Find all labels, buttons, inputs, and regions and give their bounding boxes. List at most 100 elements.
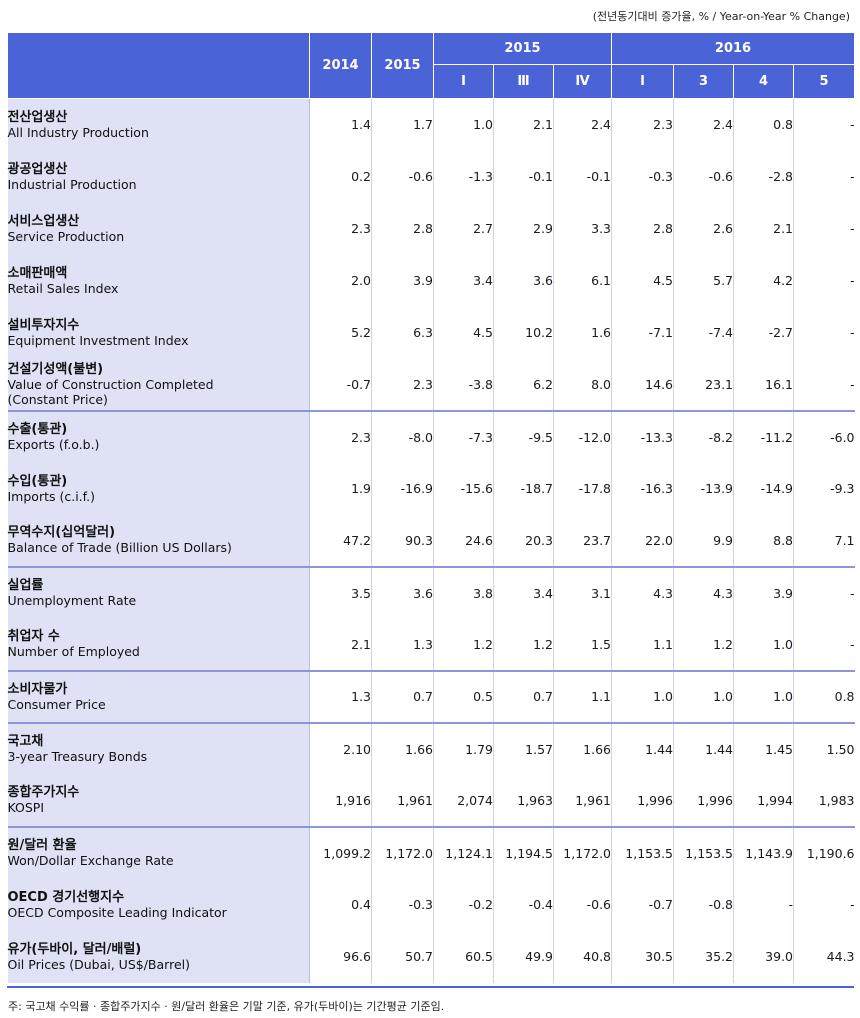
table-cell: 8.8 [733, 514, 795, 568]
table-cell: 1.5 [553, 618, 613, 672]
row-label-english: OECD Composite Leading Indicator [7, 904, 227, 920]
table-cell: 4.3 [611, 566, 675, 619]
table-cell: -0.6 [673, 150, 735, 203]
row-label: 실업률 Unemployment Rate [7, 566, 310, 619]
row-label-korean: 무역수지(십억달러) [7, 525, 116, 540]
table-cell: 1,099.2 [309, 826, 372, 879]
row-label: 국고채 3-year Treasury Bonds [7, 722, 310, 775]
table-cell: 1,996 [611, 774, 675, 828]
table-cell: 49.9 [493, 930, 554, 983]
table-cell: 1,961 [553, 774, 613, 828]
table-cell: - [793, 98, 855, 151]
header-2016-m4: 4 [733, 64, 795, 99]
table-cell: 2.8 [371, 202, 434, 255]
table-cell: 7.1 [793, 514, 855, 568]
row-label-korean: 전산업생산 [7, 109, 68, 125]
table-cell: 22.0 [611, 514, 675, 568]
table-cell: 1.7 [371, 98, 434, 151]
table-cell: 1.45 [733, 722, 795, 775]
table-cell: 20.3 [493, 514, 554, 568]
table-cell: 2.4 [673, 98, 735, 151]
table-cell: 1.44 [611, 722, 675, 775]
table-cell: 1.1 [611, 618, 675, 672]
row-label-korean: 국고채 [7, 734, 44, 749]
table-cell: - [793, 358, 855, 412]
table-cell: 3.4 [433, 254, 494, 307]
table-cell: 1,983 [793, 774, 855, 828]
header-2016-q1: Ⅰ [611, 64, 675, 99]
table-cell: -0.1 [553, 150, 613, 203]
header-2016-m3: 3 [673, 64, 735, 99]
table-cell: 4.5 [433, 306, 494, 359]
header-2016-m5: 5 [793, 64, 856, 99]
row-label-english: Service Production [7, 228, 125, 244]
row-label: 설비투자지수 Equipment Investment Index [7, 306, 310, 359]
row-label-english: Exports (f.o.b.) [7, 437, 100, 452]
table-cell: 60.5 [433, 930, 494, 983]
table-cell: 1.2 [673, 618, 735, 672]
table-cell: -3.8 [433, 358, 494, 412]
table-cell: 3.6 [371, 566, 434, 619]
row-label-english: Oil Prices (Dubai, US$/Barrel) [7, 956, 190, 972]
table-cell: 3.9 [733, 566, 795, 619]
table-cell: 44.3 [793, 930, 855, 983]
row-label-korean: 소비자물가 [7, 681, 68, 697]
table-cell: 0.7 [371, 670, 434, 724]
table-cell: - [793, 202, 855, 255]
row-label: OECD 경기선행지수 OECD Composite Leading Indica… [7, 878, 310, 931]
row-label-korean: 광공업생산 [7, 161, 68, 177]
header-2015-q4: Ⅳ [552, 64, 613, 99]
table-cell: 1,124.1 [433, 826, 494, 879]
table-cell: 1,172.0 [371, 826, 434, 879]
table-cell: 16.1 [733, 358, 795, 412]
table-cell: 1,963 [493, 774, 554, 828]
header-2015-q1: Ⅰ [433, 64, 494, 99]
table-cell: 3.6 [493, 254, 554, 307]
table-cell: 1.9 [309, 462, 372, 515]
table-cell: -2.8 [733, 150, 795, 203]
row-label: 전산업생산 All Industry Production [7, 98, 310, 151]
table-cell: 2.4 [553, 98, 613, 151]
header-row-2: Ⅰ Ⅲ Ⅳ Ⅰ 3 4 5 [8, 64, 856, 99]
table-cell: 1.0 [611, 670, 675, 724]
row-label-english: Number of Employed [7, 644, 140, 659]
table-cell: 1,153.5 [611, 826, 675, 879]
table-row: 취업자 수 Number of Employed 2.1 1.3 1.2 1.2 1.5 1.… [7, 618, 855, 672]
row-label-korean: 유가(두바이, 달러/배럴) [7, 941, 142, 957]
table-cell: -0.6 [371, 150, 434, 203]
table-cell: 0.8 [793, 670, 855, 724]
table-cell: -15.6 [433, 462, 494, 515]
row-label-english: Equipment Investment Index [7, 332, 189, 348]
row-label: 무역수지(십억달러) Balance of Trade (Billion US D… [7, 514, 310, 568]
table-cell: -11.2 [733, 410, 795, 463]
table-cell: 2.0 [309, 254, 372, 307]
table-cell: -14.9 [733, 462, 795, 515]
table-cell: 14.6 [611, 358, 675, 412]
row-label: 원/달러 환율 Won/Dollar Exchange Rate [7, 826, 310, 879]
table-cell: 1,994 [733, 774, 795, 828]
row-label-english: Imports (c.i.f.) [7, 488, 95, 504]
table-cell: 1.3 [309, 670, 372, 724]
table-cell: 2.1 [309, 618, 372, 672]
row-label: 수입(통관) Imports (c.i.f.) [7, 462, 310, 515]
row-label-english: Consumer Price [7, 696, 106, 712]
table-cell: 40.8 [553, 930, 613, 983]
table-cell: 1,172.0 [553, 826, 613, 879]
table-cell: 1,153.5 [673, 826, 735, 879]
table-cell: -8.2 [673, 410, 735, 463]
table-cell: -6.0 [793, 410, 855, 463]
row-label: 광공업생산 Industrial Production [7, 150, 310, 203]
table-cell: 4.3 [673, 566, 735, 619]
table-cell: 4.5 [611, 254, 675, 307]
table-row: 무역수지(십억달러) Balance of Trade (Billion US D… [7, 514, 855, 568]
row-label-korean: 수출(통관) [7, 422, 68, 437]
table-cell: -0.1 [493, 150, 554, 203]
table-cell: 96.6 [309, 930, 372, 983]
table-cell: 2.6 [673, 202, 735, 255]
table-cell: 1.44 [673, 722, 735, 775]
row-label-korean: 실업률 [7, 578, 44, 593]
row-label-english: Industrial Production [7, 176, 137, 192]
table-cell: 23.1 [673, 358, 735, 412]
table-cell: -0.3 [371, 878, 434, 931]
table-cell: -13.9 [673, 462, 735, 515]
